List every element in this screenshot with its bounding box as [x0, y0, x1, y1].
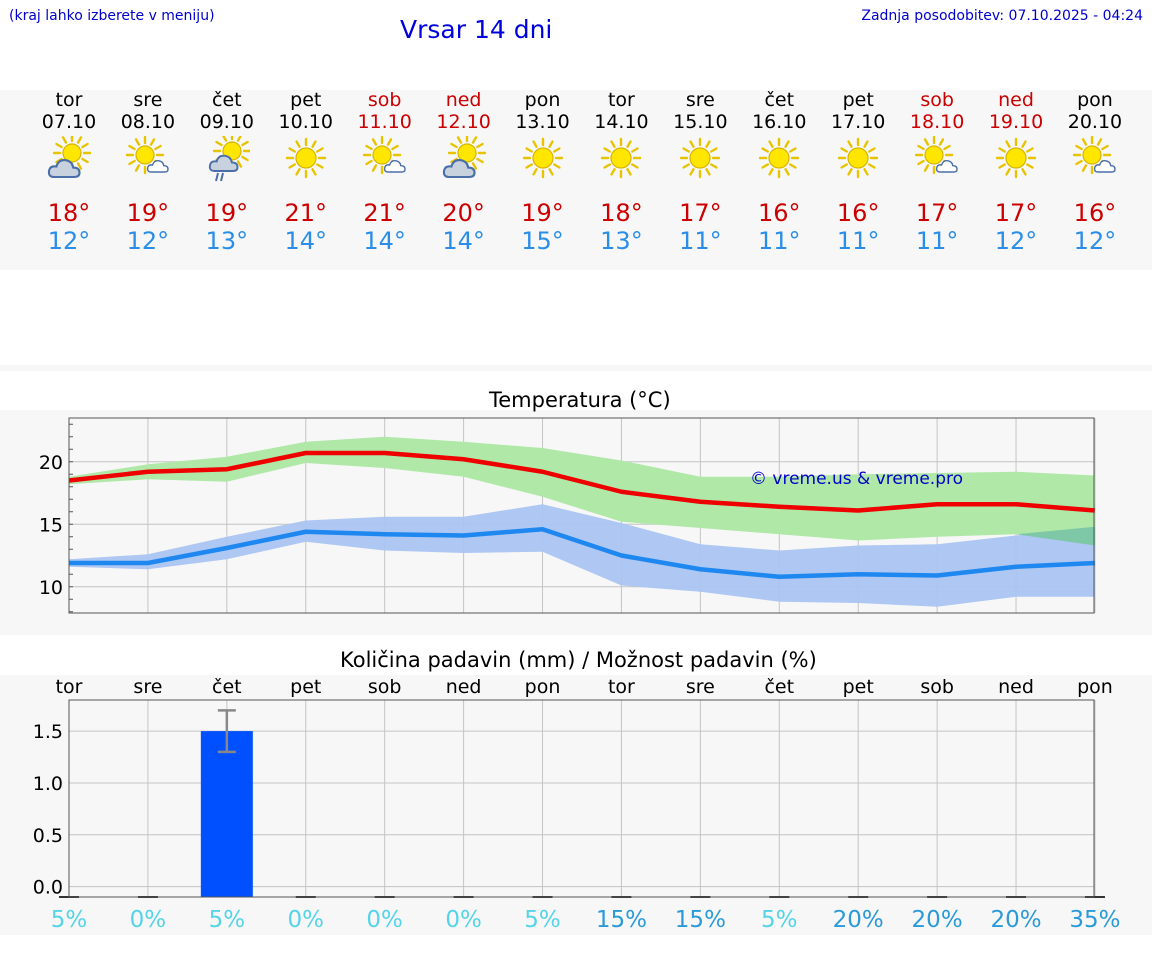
sun-icon — [756, 136, 802, 182]
day-date: 12.10 — [436, 111, 491, 133]
min-temperature: 11° — [679, 227, 722, 255]
sun-icon — [520, 136, 566, 182]
day-name: pon — [1077, 89, 1113, 111]
temperature-panel — [0, 410, 1152, 635]
day-name: tor — [607, 89, 635, 111]
precipitation-chart-title: Količina padavin (mm) / Možnost padavin … — [340, 648, 817, 672]
day-name: sre — [685, 89, 715, 111]
day-name: čet — [764, 89, 795, 111]
max-temperature: 18° — [47, 199, 91, 227]
min-temperature: 14° — [284, 227, 328, 255]
min-temperature: 12° — [994, 227, 1038, 255]
day-date: 10.10 — [278, 111, 333, 133]
min-temperature: 12° — [47, 227, 91, 255]
sun-small-cloud-icon — [1072, 135, 1118, 182]
location-hint: (kraj lahko izberete v meniju) — [9, 8, 215, 24]
sun-icon — [993, 136, 1039, 182]
day-name: pet — [290, 89, 322, 111]
min-temperature: 11° — [757, 227, 801, 255]
min-temperature: 13° — [205, 227, 249, 255]
min-temperature: 11° — [915, 227, 959, 255]
day-date: 08.10 — [120, 111, 176, 133]
max-temperature: 21° — [363, 199, 406, 227]
day-name: ned — [998, 89, 1034, 111]
max-temperature: 19° — [205, 199, 249, 227]
max-temperature: 19° — [126, 199, 170, 227]
min-temperature: 11° — [836, 227, 880, 255]
max-temperature: 19° — [521, 199, 564, 227]
day-date: 09.10 — [199, 111, 255, 133]
day-date: 18.10 — [909, 111, 965, 133]
day-name: tor — [55, 89, 83, 111]
day-date: 19.10 — [988, 111, 1044, 133]
day-date: 07.10 — [41, 111, 97, 133]
day-name: pet — [842, 89, 874, 111]
min-temperature: 13° — [600, 227, 643, 255]
sun-icon — [283, 136, 329, 182]
page-title: Vrsar 14 dni — [400, 15, 553, 44]
max-temperature: 18° — [600, 199, 643, 227]
min-temperature: 12° — [126, 227, 170, 255]
max-temperature: 17° — [679, 199, 722, 227]
precipitation-panel — [0, 675, 1152, 935]
day-date: 13.10 — [515, 111, 570, 133]
min-temperature: 15° — [521, 227, 564, 255]
temperature-chart-title: Temperatura (°C) — [489, 388, 671, 412]
max-temperature: 20° — [442, 199, 485, 227]
sun-icon — [677, 136, 723, 182]
daily-forecast-strip: tor 07.10 18° 12° sre 08.10 19° 12° čet 09.10 19… — [0, 90, 1152, 270]
sun-small-cloud-icon — [125, 135, 171, 182]
max-temperature: 16° — [836, 199, 880, 227]
max-temperature: 17° — [994, 199, 1038, 227]
sun-small-cloud-icon — [914, 135, 960, 182]
sun-icon — [835, 136, 881, 182]
sun-small-cloud-icon — [362, 135, 408, 182]
day-name: sob — [920, 89, 954, 111]
day-name: čet — [212, 89, 242, 111]
day-date: 14.10 — [594, 111, 649, 133]
last-update: Zadnja posodobitev: 07.10.2025 - 04:24 — [861, 8, 1143, 24]
separator-band — [0, 365, 1152, 371]
sun-icon — [598, 136, 644, 182]
day-date: 20.10 — [1067, 111, 1123, 133]
day-date: 16.10 — [752, 111, 807, 133]
day-date: 11.10 — [357, 111, 412, 133]
partly-cloudy-icon — [441, 133, 487, 182]
max-temperature: 17° — [915, 199, 959, 227]
max-temperature: 16° — [1073, 199, 1117, 227]
sun-cloud-rain-icon — [204, 131, 252, 182]
min-temperature: 12° — [1073, 227, 1117, 255]
min-temperature: 14° — [442, 227, 485, 255]
partly-cloudy-icon — [46, 133, 92, 182]
day-name: sre — [133, 89, 163, 111]
day-name: pon — [524, 89, 561, 111]
day-date: 15.10 — [673, 111, 728, 133]
max-temperature: 16° — [757, 199, 801, 227]
day-date: 17.10 — [830, 111, 886, 133]
day-name: ned — [445, 89, 482, 111]
max-temperature: 21° — [284, 199, 328, 227]
min-temperature: 14° — [363, 227, 406, 255]
day-name: sob — [367, 89, 402, 111]
